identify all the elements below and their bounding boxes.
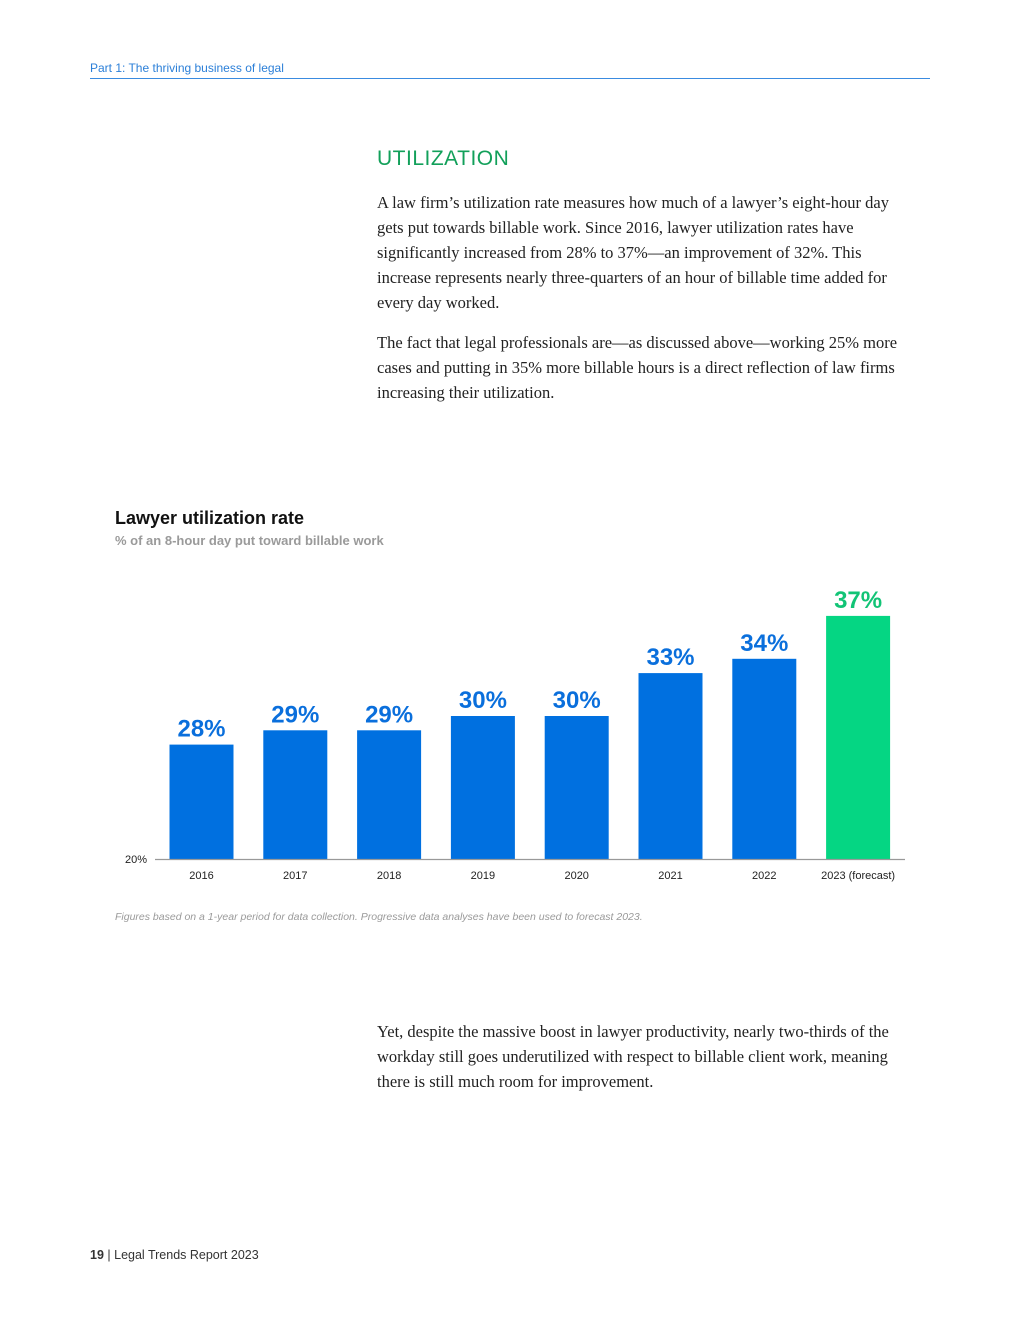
header-divider (90, 78, 930, 79)
data-label: 30% (459, 687, 507, 714)
page-footer: 19 | Legal Trends Report 2023 (90, 1248, 259, 1262)
report-name: Legal Trends Report 2023 (114, 1248, 259, 1262)
bar-2018 (357, 730, 422, 859)
x-tick-label: 2016 (189, 870, 213, 882)
data-label: 29% (365, 701, 413, 728)
x-tick-label: 2021 (658, 870, 682, 882)
data-label: 37% (834, 587, 882, 614)
data-label: 29% (271, 701, 319, 728)
bar-2017 (263, 730, 328, 859)
footer-separator: | (107, 1248, 111, 1262)
page-number: 19 (90, 1248, 104, 1262)
bar-2019 (450, 716, 515, 859)
x-tick-label: 2023 (forecast) (821, 870, 895, 882)
body-paragraph-2: The fact that legal professionals are—as… (377, 333, 898, 402)
body-paragraph-1: A law firm’s utilization rate measures h… (377, 193, 889, 312)
data-label: 28% (177, 716, 225, 743)
chart-title: Lawyer utilization rate (115, 508, 305, 528)
data-label: 34% (740, 630, 788, 657)
chart-footnote: Figures based on a 1-year period for dat… (115, 911, 643, 923)
bar-2022 (732, 658, 797, 859)
x-tick-label: 2020 (564, 870, 588, 882)
utilization-bar-chart: 28% 2016 29% 2017 29% 2018 30% 2019 30% 2020 33% 20… (125, 587, 905, 882)
x-tick-label: 2019 (471, 870, 495, 882)
bar-2020 (544, 716, 609, 859)
bar-2021 (638, 673, 703, 859)
y-axis-min-label: 20% (125, 854, 147, 866)
x-tick-label: 2018 (377, 870, 401, 882)
section-title: UTILIZATION (377, 147, 510, 170)
header-section-label: Part 1: The thriving business of legal (90, 61, 284, 75)
x-tick-label: 2022 (752, 870, 776, 882)
bar-2016 (169, 744, 234, 859)
data-label: 30% (553, 687, 601, 714)
x-tick-label: 2017 (283, 870, 307, 882)
data-label: 33% (646, 644, 694, 671)
body-paragraph-3: Yet, despite the massive boost in lawyer… (377, 1022, 889, 1091)
bar-2023-forecast (826, 615, 891, 859)
chart-subtitle: % of an 8-hour day put toward billable w… (115, 533, 384, 548)
